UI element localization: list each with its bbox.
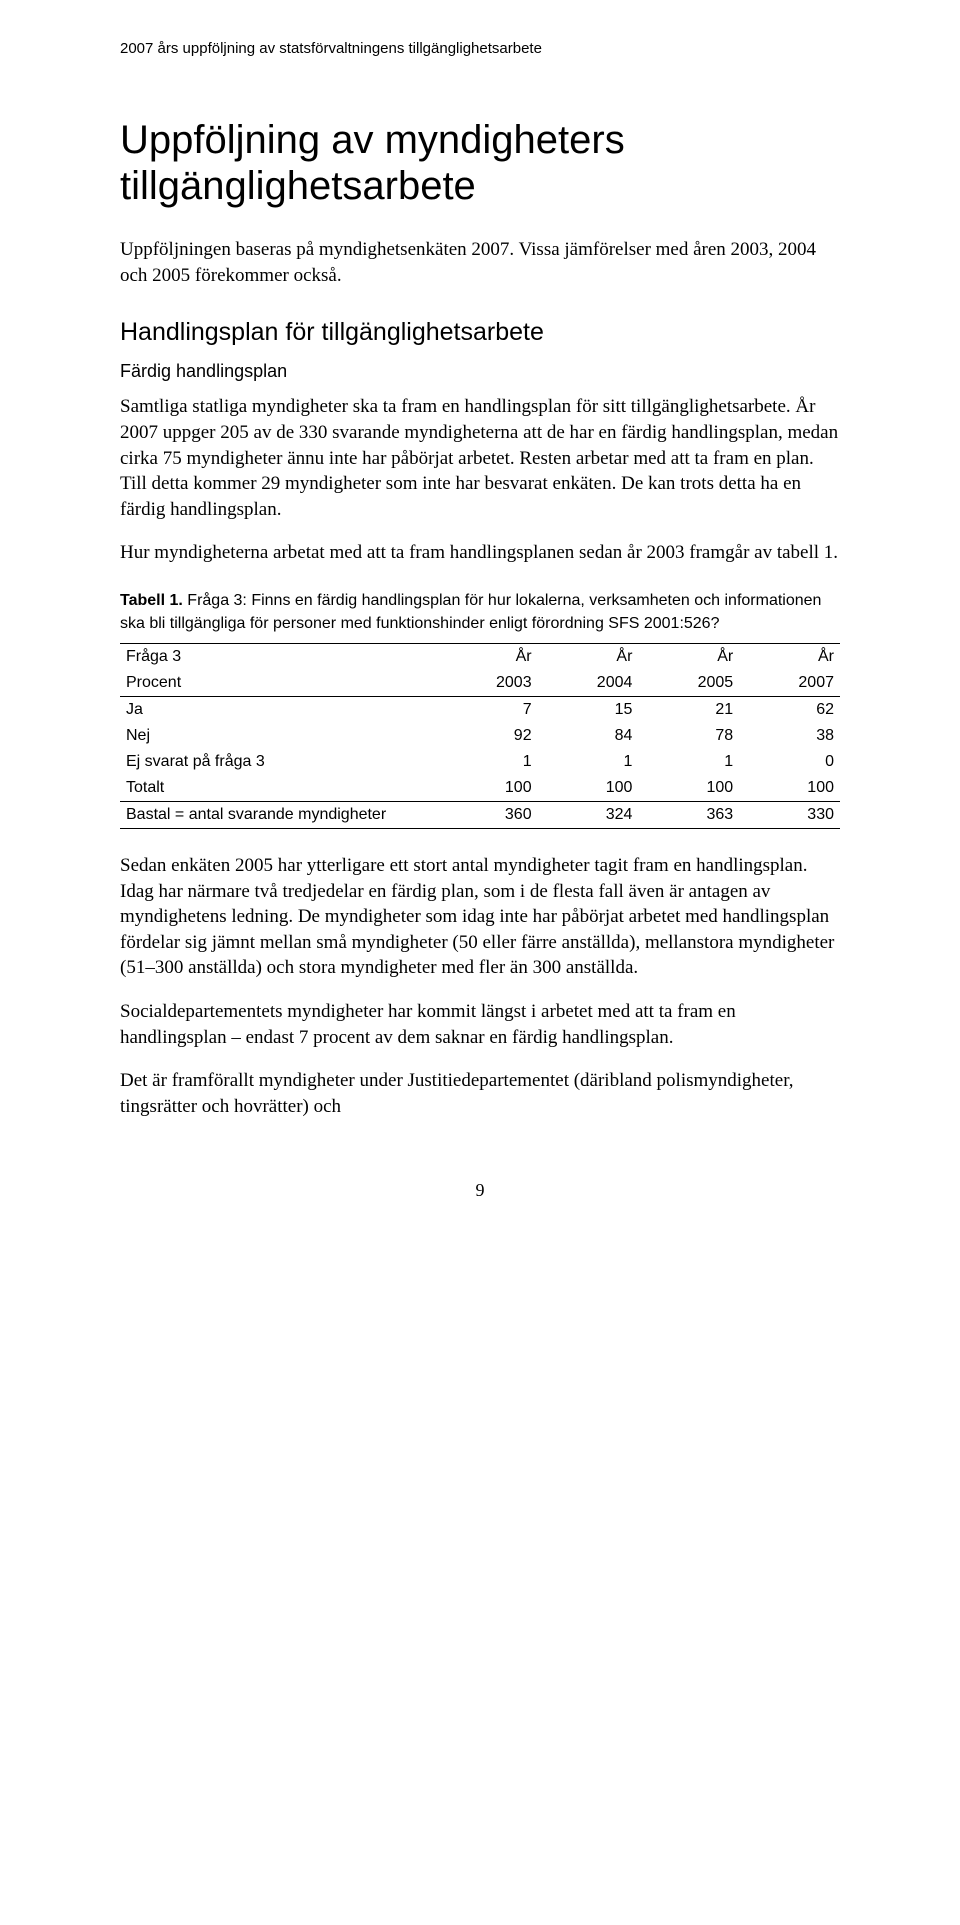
table-cell: 15 [538, 696, 639, 723]
table-row: Ej svarat på fråga 3 1 1 1 0 [120, 749, 840, 775]
intro-paragraph: Uppföljningen baseras på myndighetsenkät… [120, 237, 840, 288]
table-cell: 1 [638, 749, 739, 775]
table-cell: 360 [437, 801, 538, 828]
table-header-cell: 2007 [739, 670, 840, 697]
table-row: Nej 92 84 78 38 [120, 723, 840, 749]
subsection-heading: Färdig handlingsplan [120, 361, 840, 382]
table-cell: 330 [739, 801, 840, 828]
table-cell: 62 [739, 696, 840, 723]
table-cell: 100 [739, 775, 840, 802]
table-caption-label: Tabell 1. [120, 592, 183, 609]
table-cell: 7 [437, 696, 538, 723]
table-cell: 38 [739, 723, 840, 749]
table-header-cell: År [538, 643, 639, 670]
table-row: Totalt 100 100 100 100 [120, 775, 840, 802]
table-cell: Totalt [120, 775, 437, 802]
table-cell: 363 [638, 801, 739, 828]
table-cell: 21 [638, 696, 739, 723]
table-cell: 100 [538, 775, 639, 802]
table-cell: 100 [638, 775, 739, 802]
table-cell: 84 [538, 723, 639, 749]
page-title: Uppföljning av myndigheters tillgängligh… [120, 117, 840, 209]
table-header-cell: 2004 [538, 670, 639, 697]
table-cell: Bastal = antal svarande myndigheter [120, 801, 437, 828]
body-paragraph-5: Det är framförallt myndigheter under Jus… [120, 1068, 840, 1119]
table-cell: 78 [638, 723, 739, 749]
table-header-cell: 2005 [638, 670, 739, 697]
table-cell: 92 [437, 723, 538, 749]
table-row: Ja 7 15 21 62 [120, 696, 840, 723]
table-cell: Ej svarat på fråga 3 [120, 749, 437, 775]
table-header-cell: Procent [120, 670, 437, 697]
body-paragraph-4: Socialdepartementets myndigheter har kom… [120, 999, 840, 1050]
table-header-cell: År [437, 643, 538, 670]
table-header-cell: Fråga 3 [120, 643, 437, 670]
table-header-cell: År [739, 643, 840, 670]
table-cell: Nej [120, 723, 437, 749]
running-header: 2007 års uppföljning av statsförvaltning… [120, 40, 840, 57]
table-header-row-2: Procent 2003 2004 2005 2007 [120, 670, 840, 697]
body-paragraph-2: Hur myndigheterna arbetat med att ta fra… [120, 540, 840, 566]
body-paragraph-3: Sedan enkäten 2005 har ytterligare ett s… [120, 853, 840, 981]
body-paragraph-1: Samtliga statliga myndigheter ska ta fra… [120, 394, 840, 522]
data-table: Fråga 3 År År År År Procent 2003 2004 20… [120, 643, 840, 829]
table-header-row-1: Fråga 3 År År År År [120, 643, 840, 670]
table-cell: 0 [739, 749, 840, 775]
table-cell: 100 [437, 775, 538, 802]
page-number: 9 [120, 1180, 840, 1201]
table-header-cell: 2003 [437, 670, 538, 697]
section-heading: Handlingsplan för tillgänglighetsarbete [120, 318, 840, 347]
table-cell: 1 [538, 749, 639, 775]
table-cell: Ja [120, 696, 437, 723]
table-caption: Tabell 1. Fråga 3: Finns en färdig handl… [120, 590, 840, 635]
table-cell: 324 [538, 801, 639, 828]
table-cell: 1 [437, 749, 538, 775]
table-row: Bastal = antal svarande myndigheter 360 … [120, 801, 840, 828]
table-header-cell: År [638, 643, 739, 670]
table-caption-text: Fråga 3: Finns en färdig handlingsplan f… [120, 592, 821, 631]
